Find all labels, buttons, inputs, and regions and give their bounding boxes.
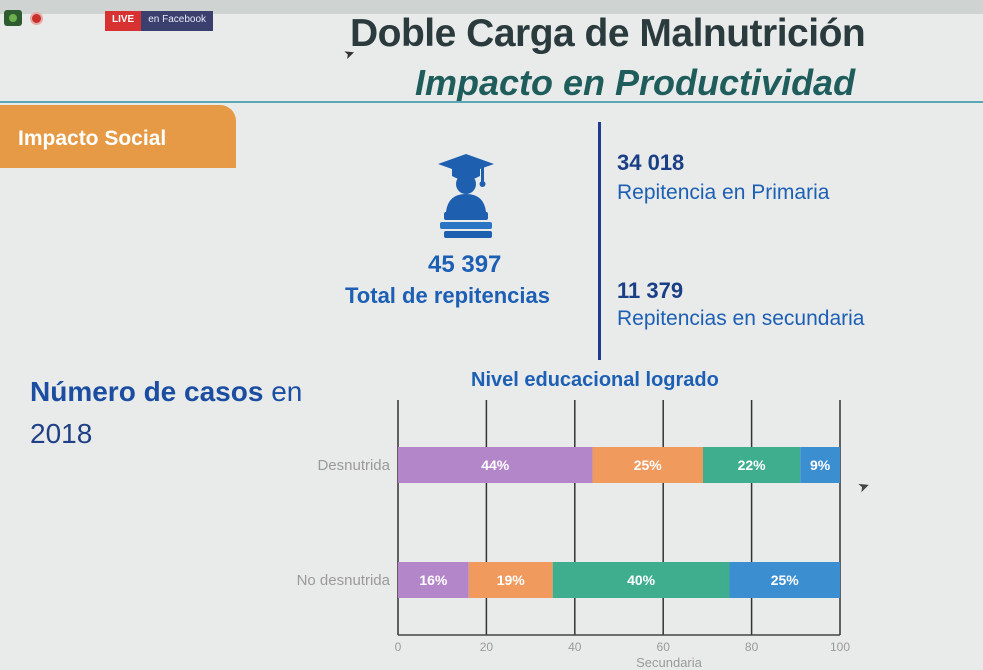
x-tick-label: 20 <box>480 640 494 654</box>
primaria-value: 34 018 <box>617 150 685 175</box>
bar-segment <box>729 562 840 598</box>
bar-segment <box>800 447 840 483</box>
x-tick-label: 80 <box>745 640 759 654</box>
slide-title: Doble Carga de Malnutrición <box>350 12 866 55</box>
category-label: No desnutrida <box>297 572 391 589</box>
data-label: 40% <box>627 572 656 588</box>
cases-year: 2018 <box>30 418 93 449</box>
title-divider <box>0 101 983 103</box>
data-label: 19% <box>497 572 526 588</box>
bar-segment <box>552 562 730 598</box>
x-tick-label: 60 <box>657 640 671 654</box>
data-label: 22% <box>738 457 767 473</box>
bar-segment <box>468 562 553 598</box>
x-tick-label: 100 <box>830 640 850 654</box>
data-label: 25% <box>634 457 663 473</box>
x-tick-label: 40 <box>568 640 582 654</box>
cases-heading-bold: Número de casos <box>30 376 264 407</box>
data-label: 9% <box>810 457 831 473</box>
live-label: LIVE <box>105 11 142 31</box>
bar-segment <box>592 447 703 483</box>
data-label: 44% <box>481 457 510 473</box>
secundaria-label: Repitencias en secundaria <box>617 307 865 330</box>
record-icon[interactable] <box>32 14 41 23</box>
live-badge: LIVE en Facebook <box>105 11 214 31</box>
bar-segment <box>398 447 593 483</box>
cases-heading: Número de casos en <box>30 374 302 410</box>
stats-divider <box>598 122 601 360</box>
secundaria-value: 11 379 <box>617 278 684 303</box>
section-tab: Impacto Social <box>0 105 236 168</box>
total-repitencias-value: 45 397 <box>428 251 502 278</box>
category-label: Desnutrida <box>317 457 390 474</box>
platform-label: en Facebook <box>141 11 214 31</box>
primaria-label: Repitencia en Primaria <box>617 181 830 204</box>
x-axis-label: Secundaria <box>636 655 703 670</box>
total-repitencias-label: Total de repitencias <box>345 283 550 308</box>
stacked-bar-chart: 0 20 40 60 80 100 Desnutrida 44% 25% 22% 9% No desn… <box>297 400 850 670</box>
bar-segment <box>398 562 469 598</box>
slide-subtitle: Impacto en Productividad <box>415 62 856 103</box>
chart-title: Nivel educacional logrado <box>471 369 719 391</box>
section-tab-label: Impacto Social <box>18 127 167 150</box>
cases-heading-rest: en <box>263 376 303 407</box>
data-label: 16% <box>419 572 448 588</box>
video-top-bar <box>0 0 983 14</box>
camera-icon[interactable] <box>4 10 22 26</box>
x-tick-label: 0 <box>395 640 402 654</box>
data-label: 25% <box>771 572 800 588</box>
graduate-icon <box>438 154 494 238</box>
bar-segment <box>702 447 801 483</box>
